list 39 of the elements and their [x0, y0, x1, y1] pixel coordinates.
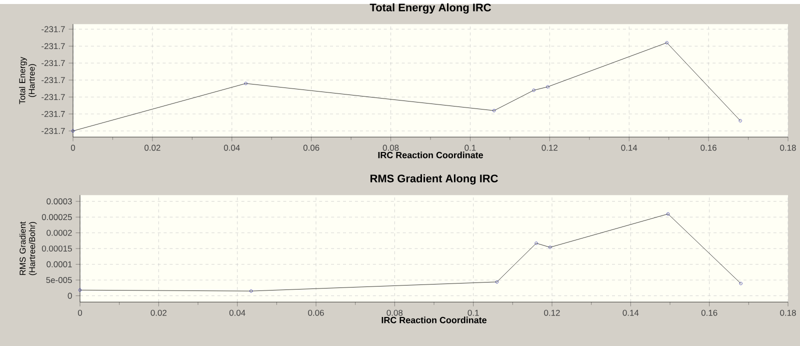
y-tick-label: -231.7: [42, 128, 65, 134]
x-tick-label: 0.12: [544, 310, 560, 316]
y-tick-label: -231.7: [42, 94, 65, 100]
x-axis-title: IRC Reaction Coordinate: [382, 316, 487, 324]
y-tick-label: -231.7: [42, 77, 65, 84]
x-axis-title: IRC Reaction Coordinate: [378, 152, 484, 158]
x-tick-label: 0.08: [386, 310, 403, 316]
x-tick-label: 0.12: [542, 144, 558, 151]
y-tick-label: 0.0001: [46, 261, 72, 268]
x-tick-label: 0.16: [701, 310, 718, 316]
y-tick-label: -231.7: [42, 110, 65, 117]
x-tick-label: 0.04: [224, 144, 240, 151]
y-tick-label: -231.7: [42, 43, 65, 50]
x-tick-label: 0.08: [382, 144, 399, 151]
chart-title: Total Energy Along IRC: [370, 3, 491, 14]
y-tick-label: -231.7: [42, 60, 65, 66]
y-axis-title: RMS Gradient (Hartree/Bohr): [19, 222, 37, 276]
x-tick-label: 0.16: [700, 144, 716, 151]
x-tick-label: 0.02: [150, 310, 166, 316]
y-axis-title: Total Energy (Hartree): [19, 56, 36, 104]
x-tick-label: 0.04: [229, 310, 246, 316]
x-tick-label: 0.18: [780, 310, 796, 316]
chart-title: RMS Gradient Along IRC: [370, 174, 498, 185]
y-tick-label: 5e-005: [46, 277, 72, 283]
x-tick-label: 0.06: [303, 144, 320, 151]
x-tick-label: 0.02: [144, 144, 160, 151]
x-tick-label: 0.1: [468, 310, 479, 316]
y-tick-label: 0.0003: [46, 198, 72, 204]
y-tick-label: 0.00015: [42, 246, 72, 252]
x-tick-label: 0.06: [308, 310, 324, 316]
x-tick-label: 0.18: [780, 144, 796, 151]
x-tick-label: 0.14: [622, 310, 639, 316]
y-tick-label: 0.0002: [46, 230, 72, 236]
y-tick-label: -231.7: [42, 26, 65, 32]
y-tick-label: 0.00025: [42, 214, 72, 220]
x-tick-label: 0: [78, 310, 82, 316]
y-tick-label: 0: [68, 292, 72, 299]
x-tick-label: 0.1: [464, 144, 476, 151]
x-tick-label: 0.14: [621, 144, 638, 151]
